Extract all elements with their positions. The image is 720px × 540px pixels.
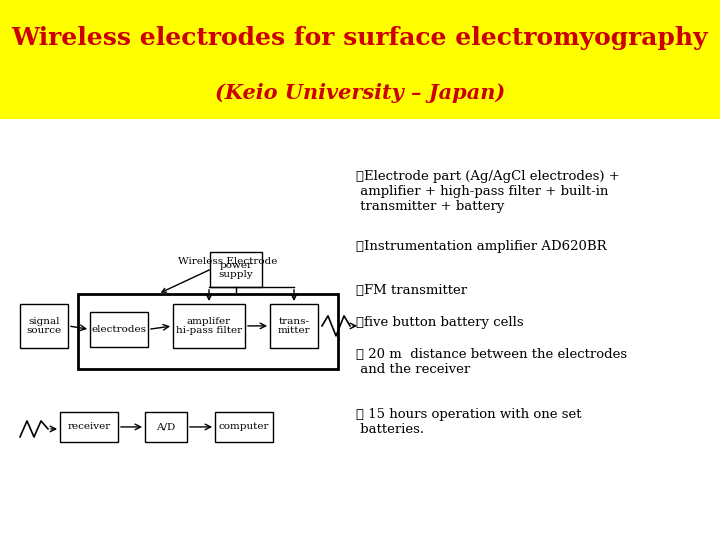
Text: ✓Electrode part (Ag/AgCl electrodes) +
 amplifier + high-pass filter + built-in
: ✓Electrode part (Ag/AgCl electrodes) + a… xyxy=(356,170,620,213)
Text: (Keio University – Japan): (Keio University – Japan) xyxy=(215,83,505,103)
Bar xyxy=(173,304,245,348)
Text: electrodes: electrodes xyxy=(91,325,146,334)
Text: receiver: receiver xyxy=(68,422,111,431)
Bar xyxy=(270,304,318,348)
Text: trans-: trans- xyxy=(279,318,310,326)
Bar xyxy=(210,252,262,287)
Text: computer: computer xyxy=(219,422,269,431)
Text: Wireless electrodes for surface electromyography: Wireless electrodes for surface electrom… xyxy=(12,26,708,50)
Text: source: source xyxy=(27,326,62,335)
Text: signal: signal xyxy=(28,318,60,326)
Bar xyxy=(215,412,273,442)
Bar xyxy=(20,304,68,348)
Text: ✓FM transmitter: ✓FM transmitter xyxy=(356,284,467,296)
Text: ✓Instrumentation amplifier AD620BR: ✓Instrumentation amplifier AD620BR xyxy=(356,240,607,253)
Text: Wireless Electrode: Wireless Electrode xyxy=(162,257,277,292)
Bar xyxy=(145,412,187,442)
Bar xyxy=(60,412,118,442)
Bar xyxy=(78,294,338,369)
Text: hi-pass filter: hi-pass filter xyxy=(176,326,242,335)
Bar xyxy=(90,312,148,347)
Text: ✓five button battery cells: ✓five button battery cells xyxy=(356,316,524,329)
Text: supply: supply xyxy=(219,270,253,279)
Text: amplifer: amplifer xyxy=(187,318,231,326)
Text: ✓ 15 hours operation with one set
 batteries.: ✓ 15 hours operation with one set batter… xyxy=(356,408,582,436)
Text: power: power xyxy=(220,261,253,270)
Text: ✓ 20 m  distance between the electrodes
 and the receiver: ✓ 20 m distance between the electrodes a… xyxy=(356,348,628,376)
Text: mitter: mitter xyxy=(278,326,310,335)
Text: A/D: A/D xyxy=(156,422,176,431)
